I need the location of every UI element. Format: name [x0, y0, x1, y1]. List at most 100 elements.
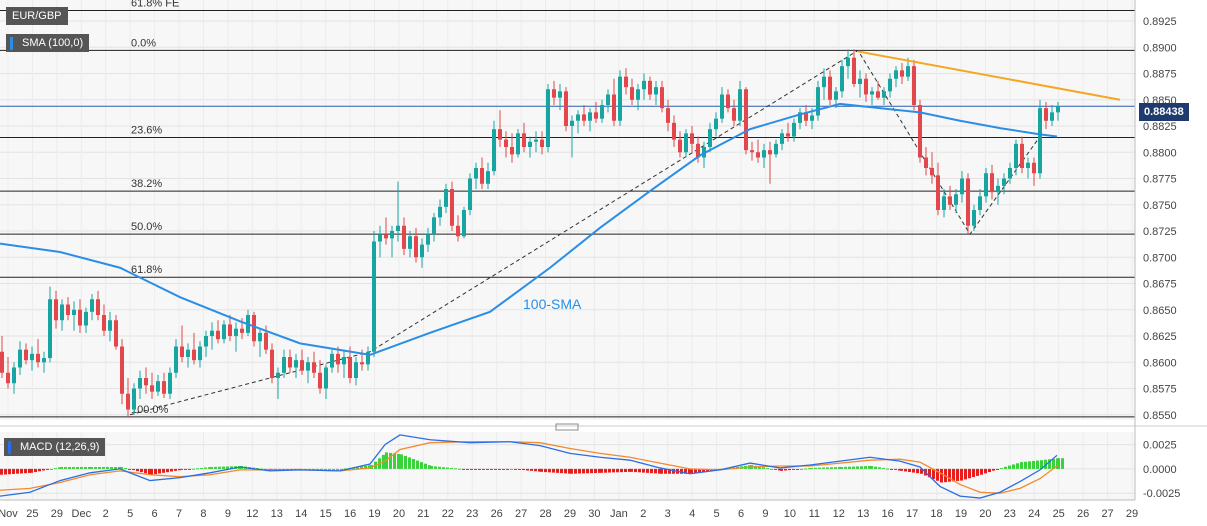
macd-histogram-bar [72, 466, 75, 469]
macd-histogram-bar [1008, 465, 1011, 469]
candle-bear [540, 139, 544, 147]
macd-histogram-bar [230, 466, 233, 469]
candle-bear [828, 76, 832, 100]
macd-histogram-bar [102, 466, 105, 469]
macd-histogram-bar [864, 466, 867, 469]
pane-resize-handle [555, 423, 579, 431]
candle-bear [990, 173, 994, 193]
candle-bear [0, 351, 4, 373]
macd-histogram-bar [526, 468, 529, 471]
macd-histogram-bar [600, 468, 603, 473]
macd-histogram-bar [389, 452, 392, 469]
macd-histogram-bar [770, 468, 773, 470]
macd-histogram-bar [556, 468, 559, 473]
macd-histogram-bar [948, 468, 951, 482]
macd-histogram-bar [114, 466, 117, 469]
candle-bear [582, 114, 586, 121]
x-tick-label: 13 [857, 508, 869, 520]
macd-histogram-bar [144, 468, 147, 474]
x-tick-label: 2 [103, 508, 109, 520]
macd-histogram-bar [780, 468, 783, 471]
candle-bear [744, 89, 748, 151]
macd-histogram-bar [856, 466, 859, 469]
macd-histogram-bar [840, 466, 843, 469]
price-y-tick: 0.8700 [1143, 252, 1177, 264]
macd-histogram-bar [988, 468, 991, 473]
macd-histogram-bar [1052, 458, 1055, 469]
candle-bear [630, 87, 634, 100]
macd-histogram-bar [886, 468, 889, 470]
candle-bear [522, 133, 526, 147]
macd-histogram-bar [976, 468, 979, 476]
candle-bear [624, 76, 628, 88]
x-tick-label: 10 [784, 508, 796, 520]
x-tick-label: 27 [1101, 508, 1113, 520]
macd-histogram-bar [540, 468, 543, 472]
macd-histogram-bar [80, 466, 83, 469]
macd-histogram-bar [356, 466, 359, 469]
macd-histogram-bar [30, 468, 33, 473]
macd-histogram-bar [838, 467, 841, 469]
macd-histogram-bar [38, 468, 41, 472]
x-tick-label: 15 [320, 508, 332, 520]
price-y-tick: 0.8750 [1143, 200, 1177, 212]
macd-histogram-bar [570, 468, 573, 474]
macd-histogram-bar [58, 467, 61, 469]
macd-histogram-bar [136, 468, 139, 472]
candle-bear [696, 143, 700, 158]
sma-legend: SMA (100,0) [6, 34, 90, 52]
macd-histogram-bar [140, 468, 143, 473]
macd-histogram-bar [834, 467, 837, 469]
resistance-trendline [857, 50, 1121, 101]
candle-bull [654, 87, 658, 95]
candle-bear [66, 304, 70, 315]
macd-histogram-bar [84, 466, 87, 469]
candle-bear [288, 357, 292, 368]
macd-histogram-bar [1016, 463, 1019, 469]
candle-bear [564, 91, 568, 126]
macd-histogram-bar [54, 468, 57, 470]
candle-bear [96, 299, 100, 315]
x-tick-label: 24 [1028, 508, 1040, 520]
macd-histogram-bar [204, 467, 207, 469]
macd-histogram-bar [538, 468, 541, 472]
macd-histogram-bar [668, 468, 671, 474]
macd-histogram-bar [478, 468, 481, 470]
macd-histogram-bar [364, 465, 367, 469]
macd-histogram-bar [1004, 466, 1007, 469]
macd-histogram-bar [162, 468, 165, 473]
candle-bull [48, 299, 52, 359]
candle-bull [324, 367, 328, 389]
x-tick-label: 26 [491, 508, 503, 520]
macd-histogram-bar [438, 466, 441, 469]
macd-histogram-bar [506, 468, 509, 470]
candle-bear [612, 94, 616, 121]
candle-bear [120, 346, 124, 394]
candle-bull [222, 324, 226, 340]
macd-histogram-bar [1040, 460, 1043, 469]
candle-bull [882, 91, 886, 98]
macd-histogram-bar [960, 468, 963, 481]
macd-histogram-bar [328, 468, 331, 470]
candle-bear [552, 89, 556, 98]
macd-histogram-bar [393, 453, 396, 469]
candle-bull [276, 372, 280, 378]
candle-bull [1014, 143, 1018, 168]
price-y-tick: 0.8925 [1143, 16, 1177, 28]
x-tick-label: 9 [762, 508, 768, 520]
macd-histogram-bar [634, 468, 637, 473]
x-tick-label: 14 [295, 508, 307, 520]
macd-histogram-bar [397, 453, 400, 469]
candle-bear [672, 122, 676, 140]
candle-bull [294, 360, 298, 368]
candle-bear [252, 315, 256, 342]
macd-histogram-bar [428, 465, 431, 469]
macd-histogram-bar [412, 459, 415, 469]
x-tick-label: 22 [442, 508, 454, 520]
macd-histogram-bar [574, 468, 577, 474]
price-y-tick: 0.8575 [1143, 384, 1177, 396]
candle-bear [936, 175, 940, 210]
macd-histogram-bar [568, 468, 571, 474]
macd-histogram-bar [88, 466, 91, 469]
